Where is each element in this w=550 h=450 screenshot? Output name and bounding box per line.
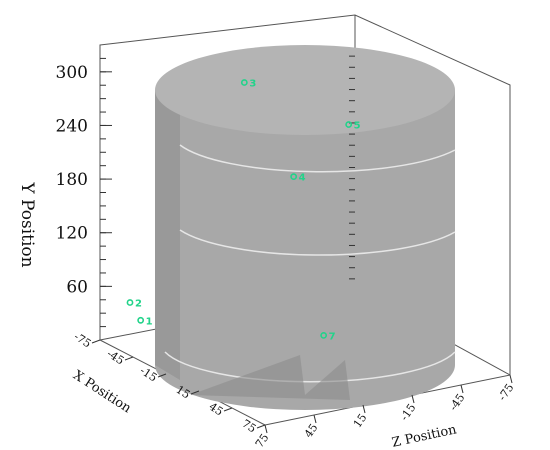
- z-tick-label: 15: [351, 411, 370, 430]
- point-marker: [240, 79, 248, 86]
- z-tick-label: 45: [302, 421, 321, 440]
- y-tick-label: 60: [66, 277, 88, 297]
- x-tick-label: 45: [207, 400, 226, 419]
- z-tick-label: -45: [447, 391, 468, 413]
- y-tick-label: 300: [56, 63, 88, 83]
- x-tick: [256, 424, 266, 429]
- axis-ticks: [91, 55, 513, 434]
- x-tick-label: 15: [174, 383, 193, 402]
- z-tick: [313, 414, 317, 424]
- x-tick: [190, 390, 200, 395]
- point-marker: [290, 173, 298, 181]
- x-tick-label: -75: [72, 330, 94, 351]
- point-label: 7: [329, 331, 336, 342]
- z-tick-label: -15: [398, 401, 419, 423]
- x-tick: [223, 407, 233, 412]
- data-point: 1: [137, 316, 153, 327]
- point-marker: [345, 121, 353, 128]
- point-marker: [137, 316, 145, 324]
- data-point: 5: [345, 121, 361, 132]
- z-axis-title: Z Position: [391, 422, 459, 450]
- data-point: 7: [320, 331, 336, 342]
- x-tick: [124, 356, 134, 361]
- z-tick: [411, 394, 415, 404]
- point-marker: [126, 299, 134, 306]
- y-tick-label: 120: [56, 224, 88, 244]
- data-point: 2: [126, 299, 142, 310]
- data-point: 4: [290, 173, 306, 184]
- z-tick: [264, 424, 268, 434]
- y-axis-title: Y Position: [17, 181, 37, 267]
- x-tick: [157, 373, 167, 378]
- point-label: 4: [299, 173, 306, 184]
- y-tick-label: 240: [56, 116, 88, 136]
- point-marker: [320, 331, 328, 339]
- x-tick-label: -45: [105, 347, 127, 368]
- point-label: 5: [354, 121, 361, 132]
- z-tick-label: 75: [253, 431, 272, 450]
- cylinder: [155, 45, 456, 410]
- point-label: 1: [146, 316, 153, 327]
- point-label: 3: [249, 79, 256, 90]
- z-tick-label: -75: [496, 381, 517, 403]
- data-points: 12 3 4 5 7: [126, 79, 361, 342]
- point-label: 2: [135, 299, 142, 310]
- y-tick-label: 180: [56, 170, 88, 190]
- x-tick: [91, 339, 101, 344]
- y-tick-labels: 60 120 180 240 300: [56, 63, 88, 298]
- x-tick-label: 75: [240, 417, 259, 436]
- x-axis-title: X Position: [70, 368, 134, 417]
- z-tick: [509, 374, 513, 384]
- z-tick: [362, 404, 366, 414]
- data-point: 3: [240, 79, 256, 90]
- z-tick: [460, 384, 464, 394]
